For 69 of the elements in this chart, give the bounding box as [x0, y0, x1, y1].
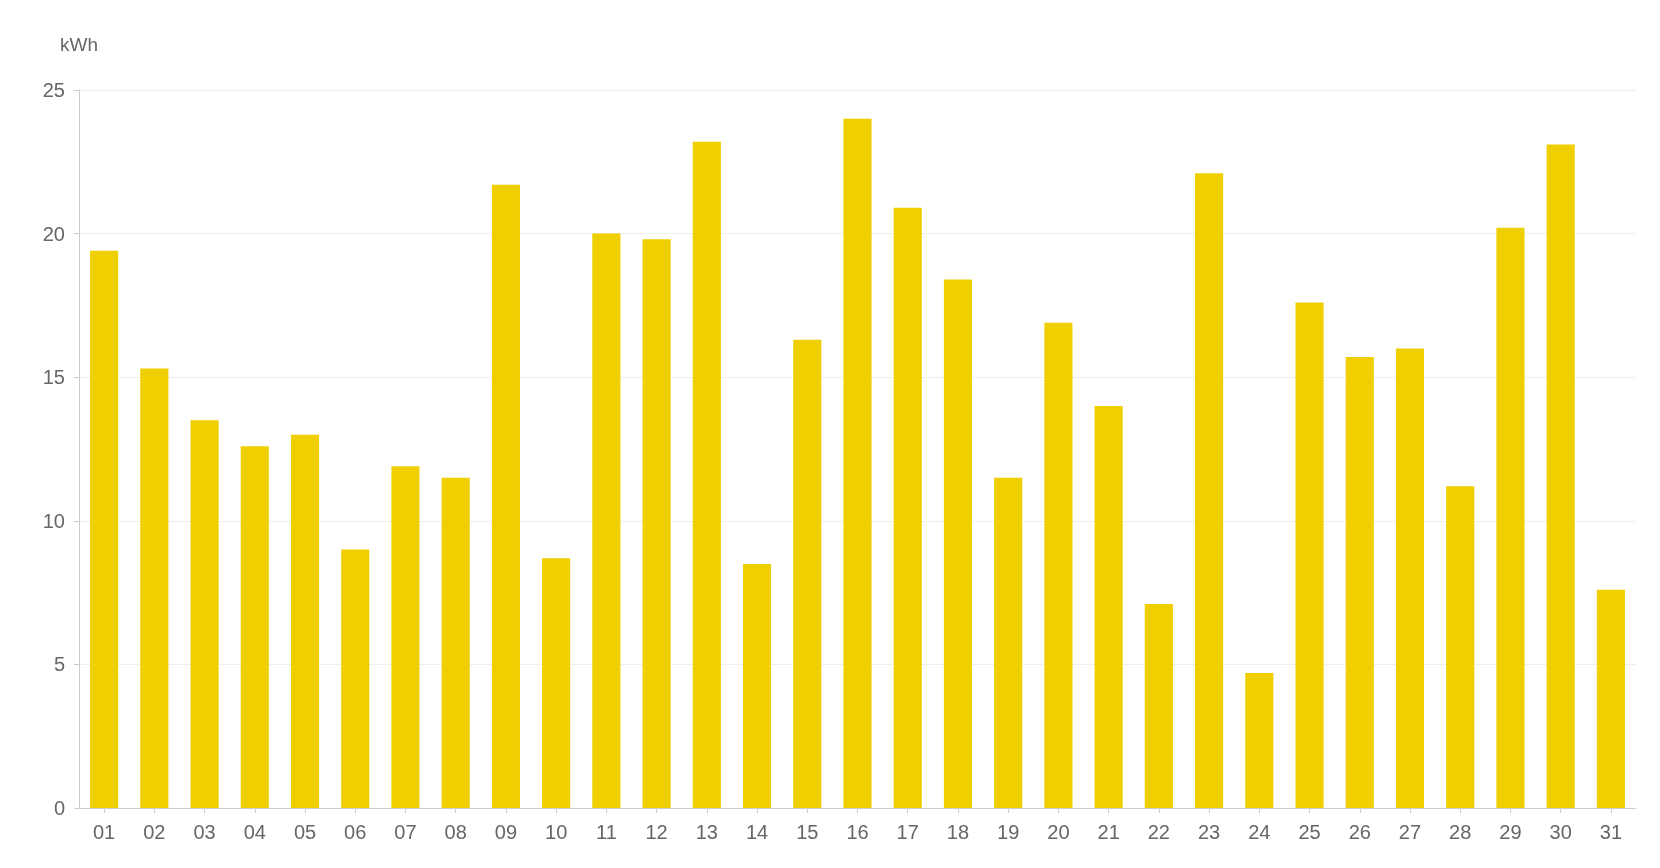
- x-tick-label: 08: [444, 821, 467, 843]
- bar: [190, 420, 219, 808]
- x-tick-label: 30: [1549, 821, 1572, 843]
- x-tick-label: 27: [1398, 821, 1422, 843]
- bar: [793, 339, 822, 808]
- bar: [1345, 357, 1374, 808]
- x-tick-label: 14: [745, 821, 769, 843]
- x-tick-label: 16: [846, 821, 869, 843]
- bar: [140, 368, 169, 808]
- x-tick-label: 13: [695, 821, 718, 843]
- y-tick-label: 20: [42, 222, 65, 245]
- x-tick-label: 06: [344, 821, 367, 843]
- bar: [1446, 486, 1475, 808]
- bar: [742, 563, 772, 808]
- bar: [592, 233, 621, 808]
- bar: [1245, 673, 1274, 808]
- bar: [542, 558, 571, 808]
- bar: [893, 207, 922, 808]
- y-axis-title: kWh: [60, 34, 98, 55]
- x-tick-label: 21: [1097, 821, 1120, 843]
- x-tick-label: 18: [946, 821, 970, 843]
- bar: [692, 141, 721, 808]
- bar: [1094, 405, 1123, 808]
- bar: [1496, 227, 1525, 808]
- x-tick-label: 20: [1047, 821, 1070, 843]
- x-tick-label: 19: [997, 821, 1020, 843]
- bar: [290, 434, 320, 808]
- y-tick-label: 5: [53, 653, 65, 676]
- bar: [943, 279, 973, 808]
- x-tick-label: 25: [1298, 821, 1321, 843]
- x-tick-label: 15: [796, 821, 819, 843]
- bar: [1044, 322, 1073, 808]
- bar: [391, 466, 420, 808]
- bar: [90, 250, 119, 808]
- x-tick-label: 26: [1348, 821, 1371, 843]
- y-tick-label: 15: [42, 366, 65, 389]
- bar: [341, 549, 370, 808]
- y-tick-label: 25: [42, 79, 65, 101]
- x-tick-label: 12: [645, 821, 668, 843]
- bar: [1395, 348, 1425, 808]
- x-tick-label: 04: [243, 821, 266, 843]
- x-tick-label: 22: [1147, 821, 1170, 843]
- bar: [491, 184, 520, 808]
- x-tick-label: 24: [1248, 821, 1271, 843]
- x-tick-label: 17: [896, 821, 919, 843]
- x-tick-label: 03: [193, 821, 216, 843]
- x-tick-label: 07: [394, 821, 417, 843]
- bar: [441, 477, 470, 808]
- x-tick-label: 02: [143, 821, 166, 843]
- y-tick-label: 10: [42, 509, 65, 532]
- x-tick-label: 23: [1197, 821, 1221, 843]
- bar: [240, 446, 269, 808]
- y-tick-label: 0: [53, 797, 65, 819]
- bar: [994, 477, 1023, 808]
- x-tick-label: 05: [293, 821, 317, 843]
- bar: [642, 239, 671, 808]
- bar: [1295, 302, 1324, 808]
- x-tick-label: 29: [1499, 821, 1522, 843]
- x-tick-label: 10: [545, 821, 568, 843]
- x-tick-label: 31: [1599, 821, 1623, 843]
- x-tick-label: 11: [595, 821, 617, 843]
- x-tick-label: 09: [494, 821, 518, 843]
- x-tick-label: 01: [92, 821, 116, 843]
- bar: [1195, 173, 1224, 808]
- bar: [1596, 589, 1625, 808]
- x-tick-label: 28: [1449, 821, 1472, 843]
- bar: [1546, 144, 1575, 808]
- bar: [843, 118, 872, 808]
- bar: [1144, 604, 1173, 808]
